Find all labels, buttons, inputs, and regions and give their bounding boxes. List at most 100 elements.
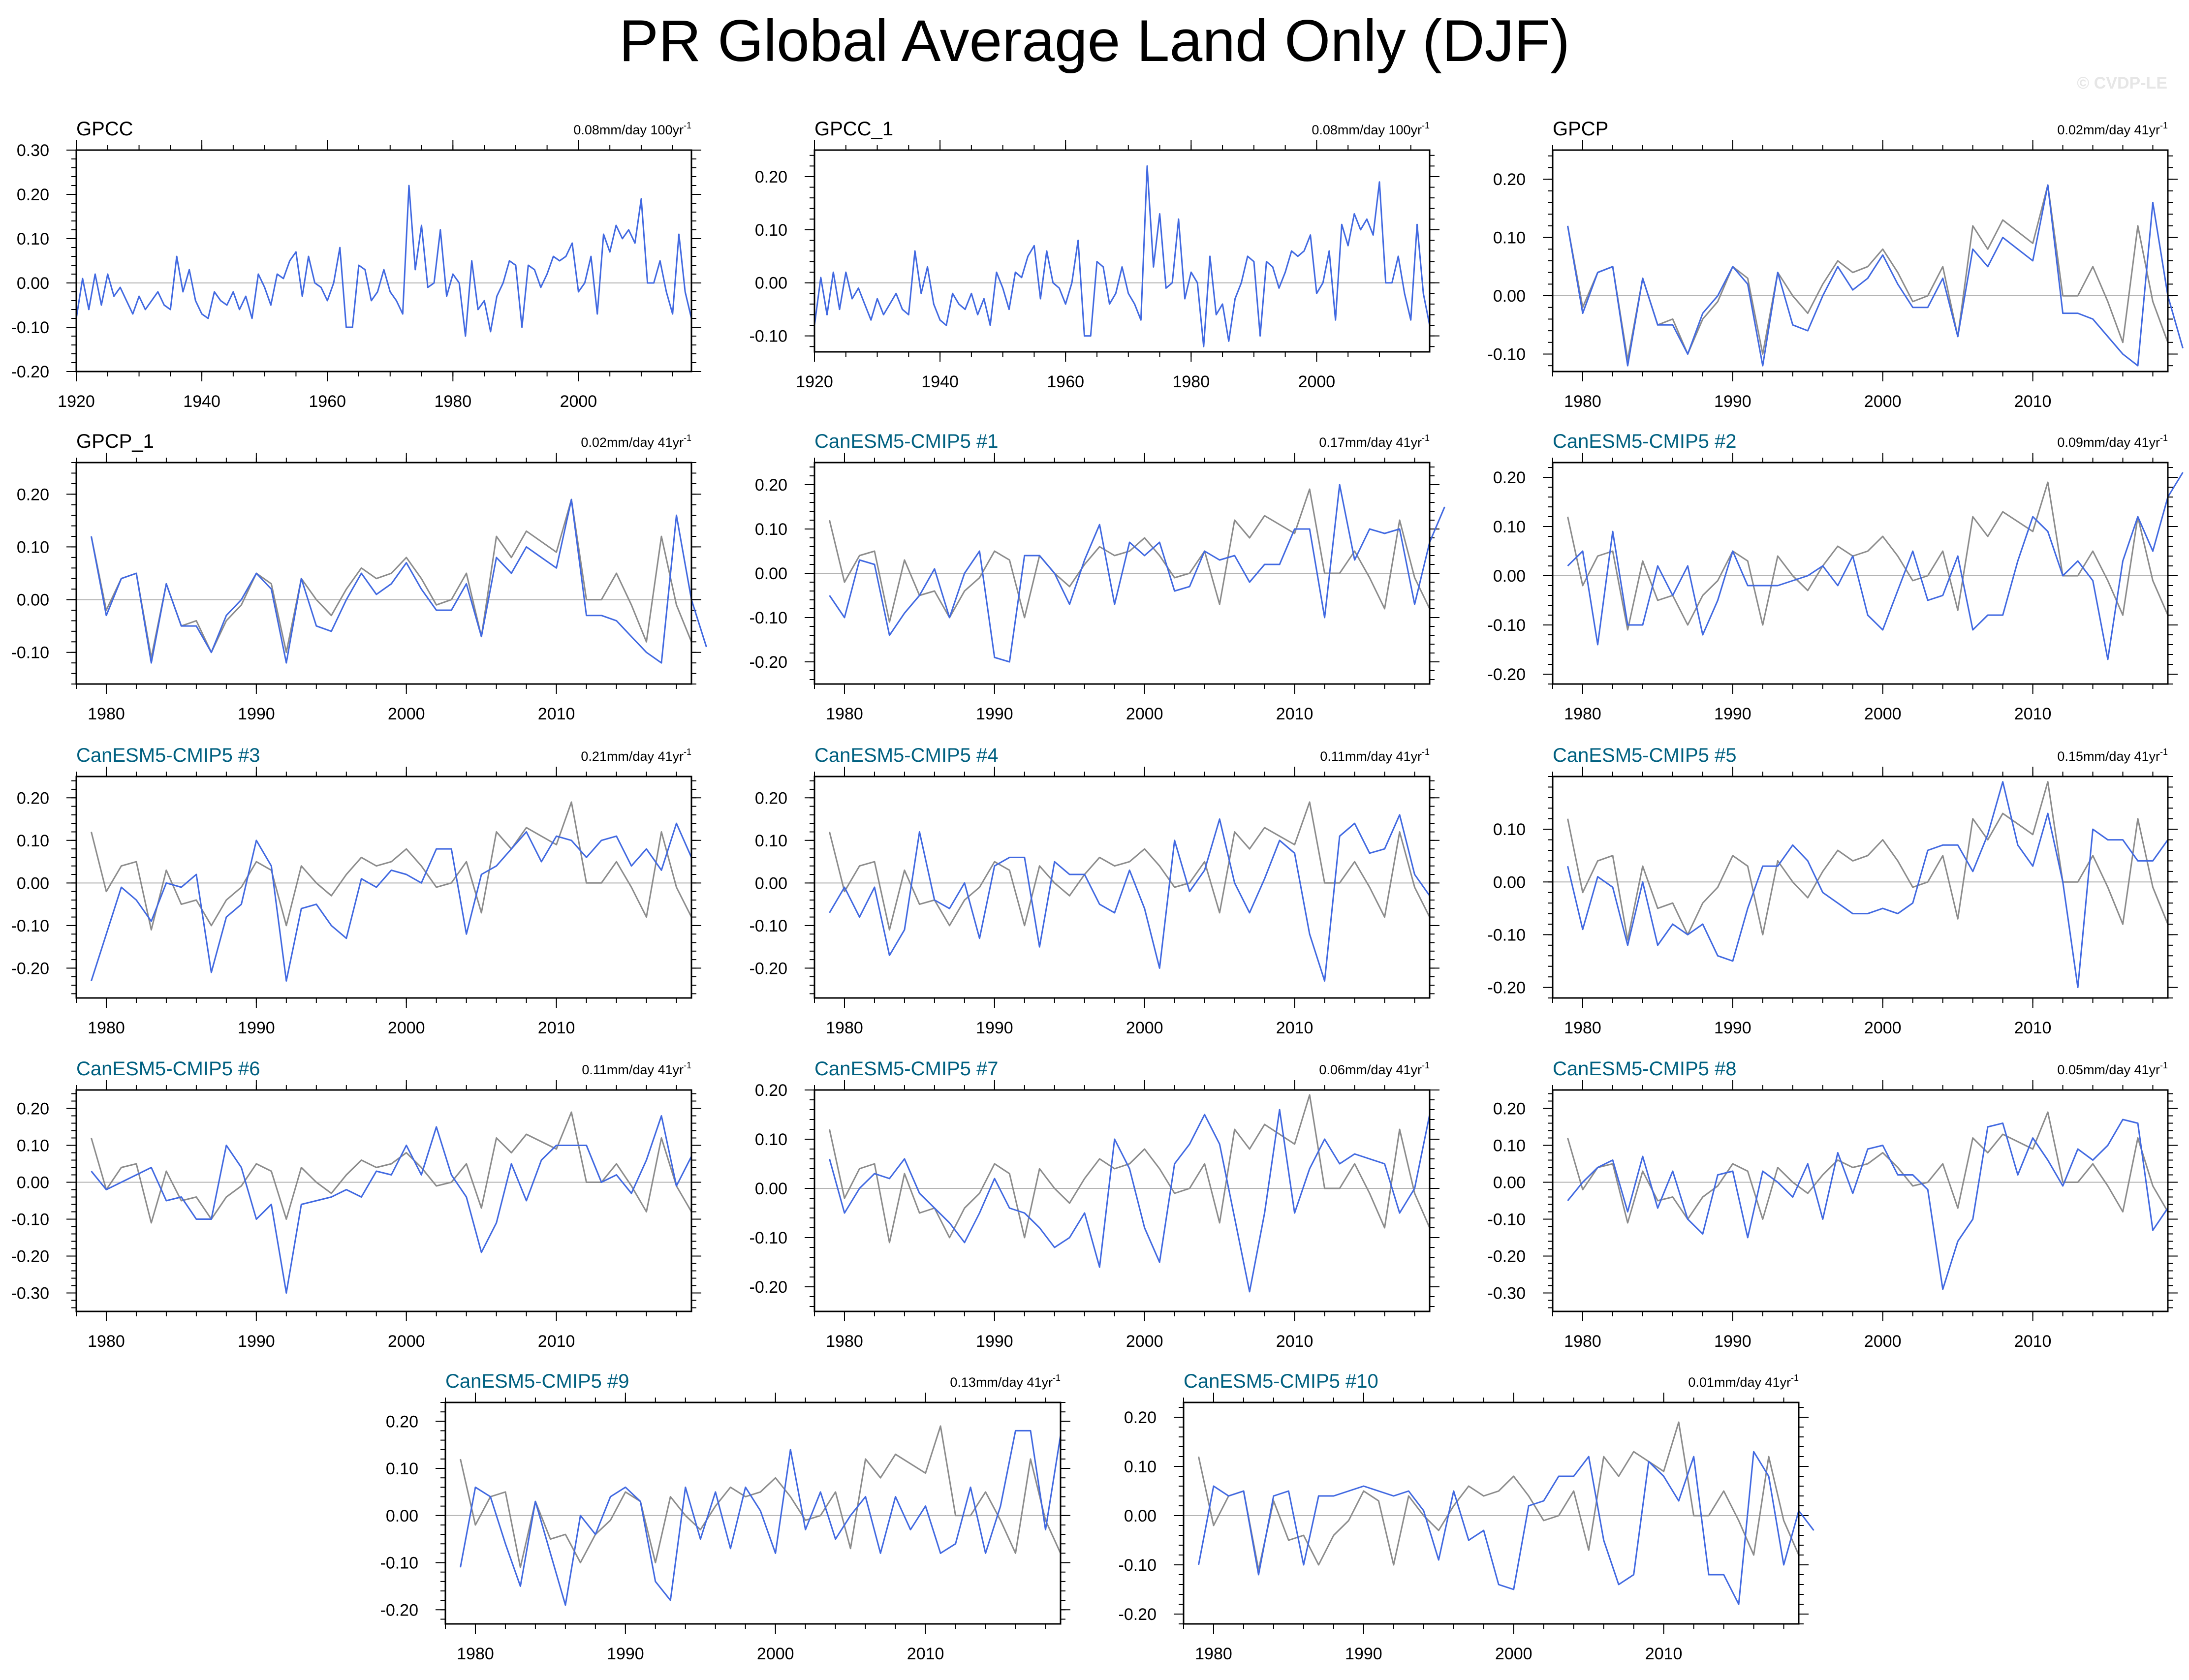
y-tick-label: 0.20 (755, 789, 787, 808)
x-tick-label: 1980 (88, 1019, 125, 1037)
model-series-line (75, 185, 692, 337)
y-tick-label: -0.10 (1488, 1211, 1526, 1229)
panel-title: CanESM5-CMIP5 #4 (814, 745, 998, 766)
trend-exponent: -1 (684, 1060, 691, 1070)
x-tick-label: 1940 (921, 373, 959, 391)
y-tick-label: -0.20 (1119, 1605, 1157, 1624)
y-tick-label: 0.00 (17, 591, 49, 610)
y-tick-label: 0.10 (17, 832, 49, 850)
x-tick-label: 1980 (1172, 373, 1210, 391)
y-tick-label: -0.10 (750, 327, 788, 346)
trend-label: 0.09mm/day 41yr-1 (2057, 433, 2168, 450)
model-series-line (91, 1115, 692, 1294)
x-tick-label: 2010 (2014, 1332, 2052, 1351)
y-tick-label: 0.00 (1493, 567, 1526, 586)
x-tick-label: 1980 (826, 1332, 863, 1351)
y-tick-label: 0.10 (1493, 1137, 1526, 1155)
model-series-line (1567, 184, 2184, 367)
x-tick-label: 1990 (607, 1645, 644, 1663)
y-tick-label: -0.20 (11, 1247, 50, 1266)
y-tick-label: 0.20 (386, 1412, 418, 1431)
panel-title: GPCP (1553, 118, 1608, 140)
chart-panel-4: 1980 1990 2000 2010 -0.10 0.00 0.10 0.20 GPCP_1 0… (11, 431, 707, 723)
panel-title: GPCP_1 (76, 431, 154, 452)
trend-label: 0.21mm/day 41yr-1 (581, 747, 691, 764)
x-tick-label: 2010 (2014, 1019, 2052, 1037)
trend-label: 0.15mm/day 41yr-1 (2057, 747, 2168, 764)
y-tick-label: 0.00 (17, 1174, 49, 1192)
chart-panel-1: 1920 1940 1960 1980 2000 -0.20 -0.10 0.00 0.10 0.… (11, 118, 701, 411)
x-tick-label: 1940 (183, 392, 220, 411)
trend-label: 0.08mm/day 100yr-1 (573, 121, 691, 137)
x-tick-label: 2000 (388, 705, 425, 723)
trend-label: 0.06mm/day 41yr-1 (1319, 1060, 1430, 1077)
trend-exponent: -1 (1053, 1373, 1061, 1383)
y-tick-label: -0.10 (1488, 345, 1526, 364)
panel-title: CanESM5-CMIP5 #9 (445, 1370, 629, 1392)
x-tick-label: 2000 (1298, 373, 1336, 391)
y-tick-label: -0.20 (1488, 665, 1526, 684)
chart-panel-6: 1980 1990 2000 2010 -0.20 -0.10 0.00 0.10 0.20 Ca… (1488, 431, 2184, 723)
y-tick-label: -0.10 (11, 318, 50, 337)
x-tick-label: 2010 (1645, 1645, 1683, 1663)
plot-frame (75, 1089, 692, 1312)
y-tick-label: -0.10 (750, 917, 788, 935)
x-tick-label: 1920 (796, 373, 833, 391)
x-tick-label: 2000 (757, 1645, 794, 1663)
copyright-label: © CVDP-LE (2077, 74, 2167, 93)
model-series-line (91, 822, 692, 982)
y-tick-label: -0.20 (11, 363, 50, 381)
x-tick-label: 1960 (1047, 373, 1084, 391)
y-tick-label: 0.00 (755, 874, 787, 893)
y-tick-label: 0.10 (1493, 229, 1526, 248)
y-tick-label: -0.10 (11, 644, 50, 662)
trend-label: 0.08mm/day 100yr-1 (1312, 121, 1430, 137)
y-tick-label: 0.10 (755, 221, 787, 240)
y-tick-label: 0.20 (755, 1081, 787, 1100)
x-tick-label: 2010 (538, 1332, 575, 1351)
model-series-line (813, 165, 1431, 347)
trend-exponent: -1 (684, 747, 691, 757)
x-tick-label: 2000 (1126, 705, 1163, 723)
model-series-line (1198, 1451, 1814, 1605)
x-tick-label: 1990 (976, 705, 1013, 723)
y-tick-label: 0.00 (755, 274, 787, 293)
plot-frame (1552, 149, 2169, 373)
y-tick-label: 0.10 (755, 1130, 787, 1149)
chart-panel-9: 1980 1990 2000 2010 -0.20 -0.10 0.00 0.10 CanESM… (1488, 745, 2178, 1037)
x-tick-label: 1980 (457, 1645, 494, 1663)
y-tick-label: -0.10 (11, 1211, 50, 1229)
x-tick-label: 1990 (1714, 392, 1751, 411)
trend-label: 0.13mm/day 41yr-1 (950, 1373, 1061, 1390)
trend-label: 0.05mm/day 41yr-1 (2057, 1060, 2168, 1077)
y-tick-label: -0.30 (1488, 1284, 1526, 1303)
plot-frame (75, 462, 692, 685)
panel-title: CanESM5-CMIP5 #7 (814, 1058, 998, 1080)
plot-frame (1552, 462, 2169, 685)
model-series-line (91, 498, 707, 664)
x-tick-label: 2000 (1864, 1019, 1902, 1037)
model-series-line (1567, 1119, 2169, 1290)
x-tick-label: 1980 (1564, 1019, 1601, 1037)
y-tick-label: -0.10 (11, 917, 50, 935)
obs-series-line (91, 498, 692, 658)
plot-frame (1552, 1089, 2169, 1312)
y-tick-label: 0.00 (1124, 1507, 1157, 1525)
model-series-line (829, 1109, 1431, 1293)
obs-series-line (460, 1425, 1062, 1568)
chart-panel-8: 1980 1990 2000 2010 -0.20 -0.10 0.00 0.10 0.20 Ca… (750, 745, 1439, 1037)
y-tick-label: 0.30 (17, 141, 49, 160)
trend-exponent: -1 (2160, 121, 2168, 130)
y-tick-label: 0.00 (17, 274, 49, 293)
model-series-line (1567, 781, 2169, 989)
trend-exponent: -1 (684, 433, 691, 443)
x-tick-label: 2010 (2014, 705, 2052, 723)
plot-frame (1183, 1401, 1800, 1625)
y-tick-label: 0.10 (17, 538, 49, 557)
trend-exponent: -1 (1422, 433, 1430, 443)
trend-exponent: -1 (2160, 747, 2168, 757)
x-tick-label: 1980 (88, 1332, 125, 1351)
obs-series-line (91, 1111, 692, 1224)
x-tick-label: 1990 (1714, 1332, 1751, 1351)
